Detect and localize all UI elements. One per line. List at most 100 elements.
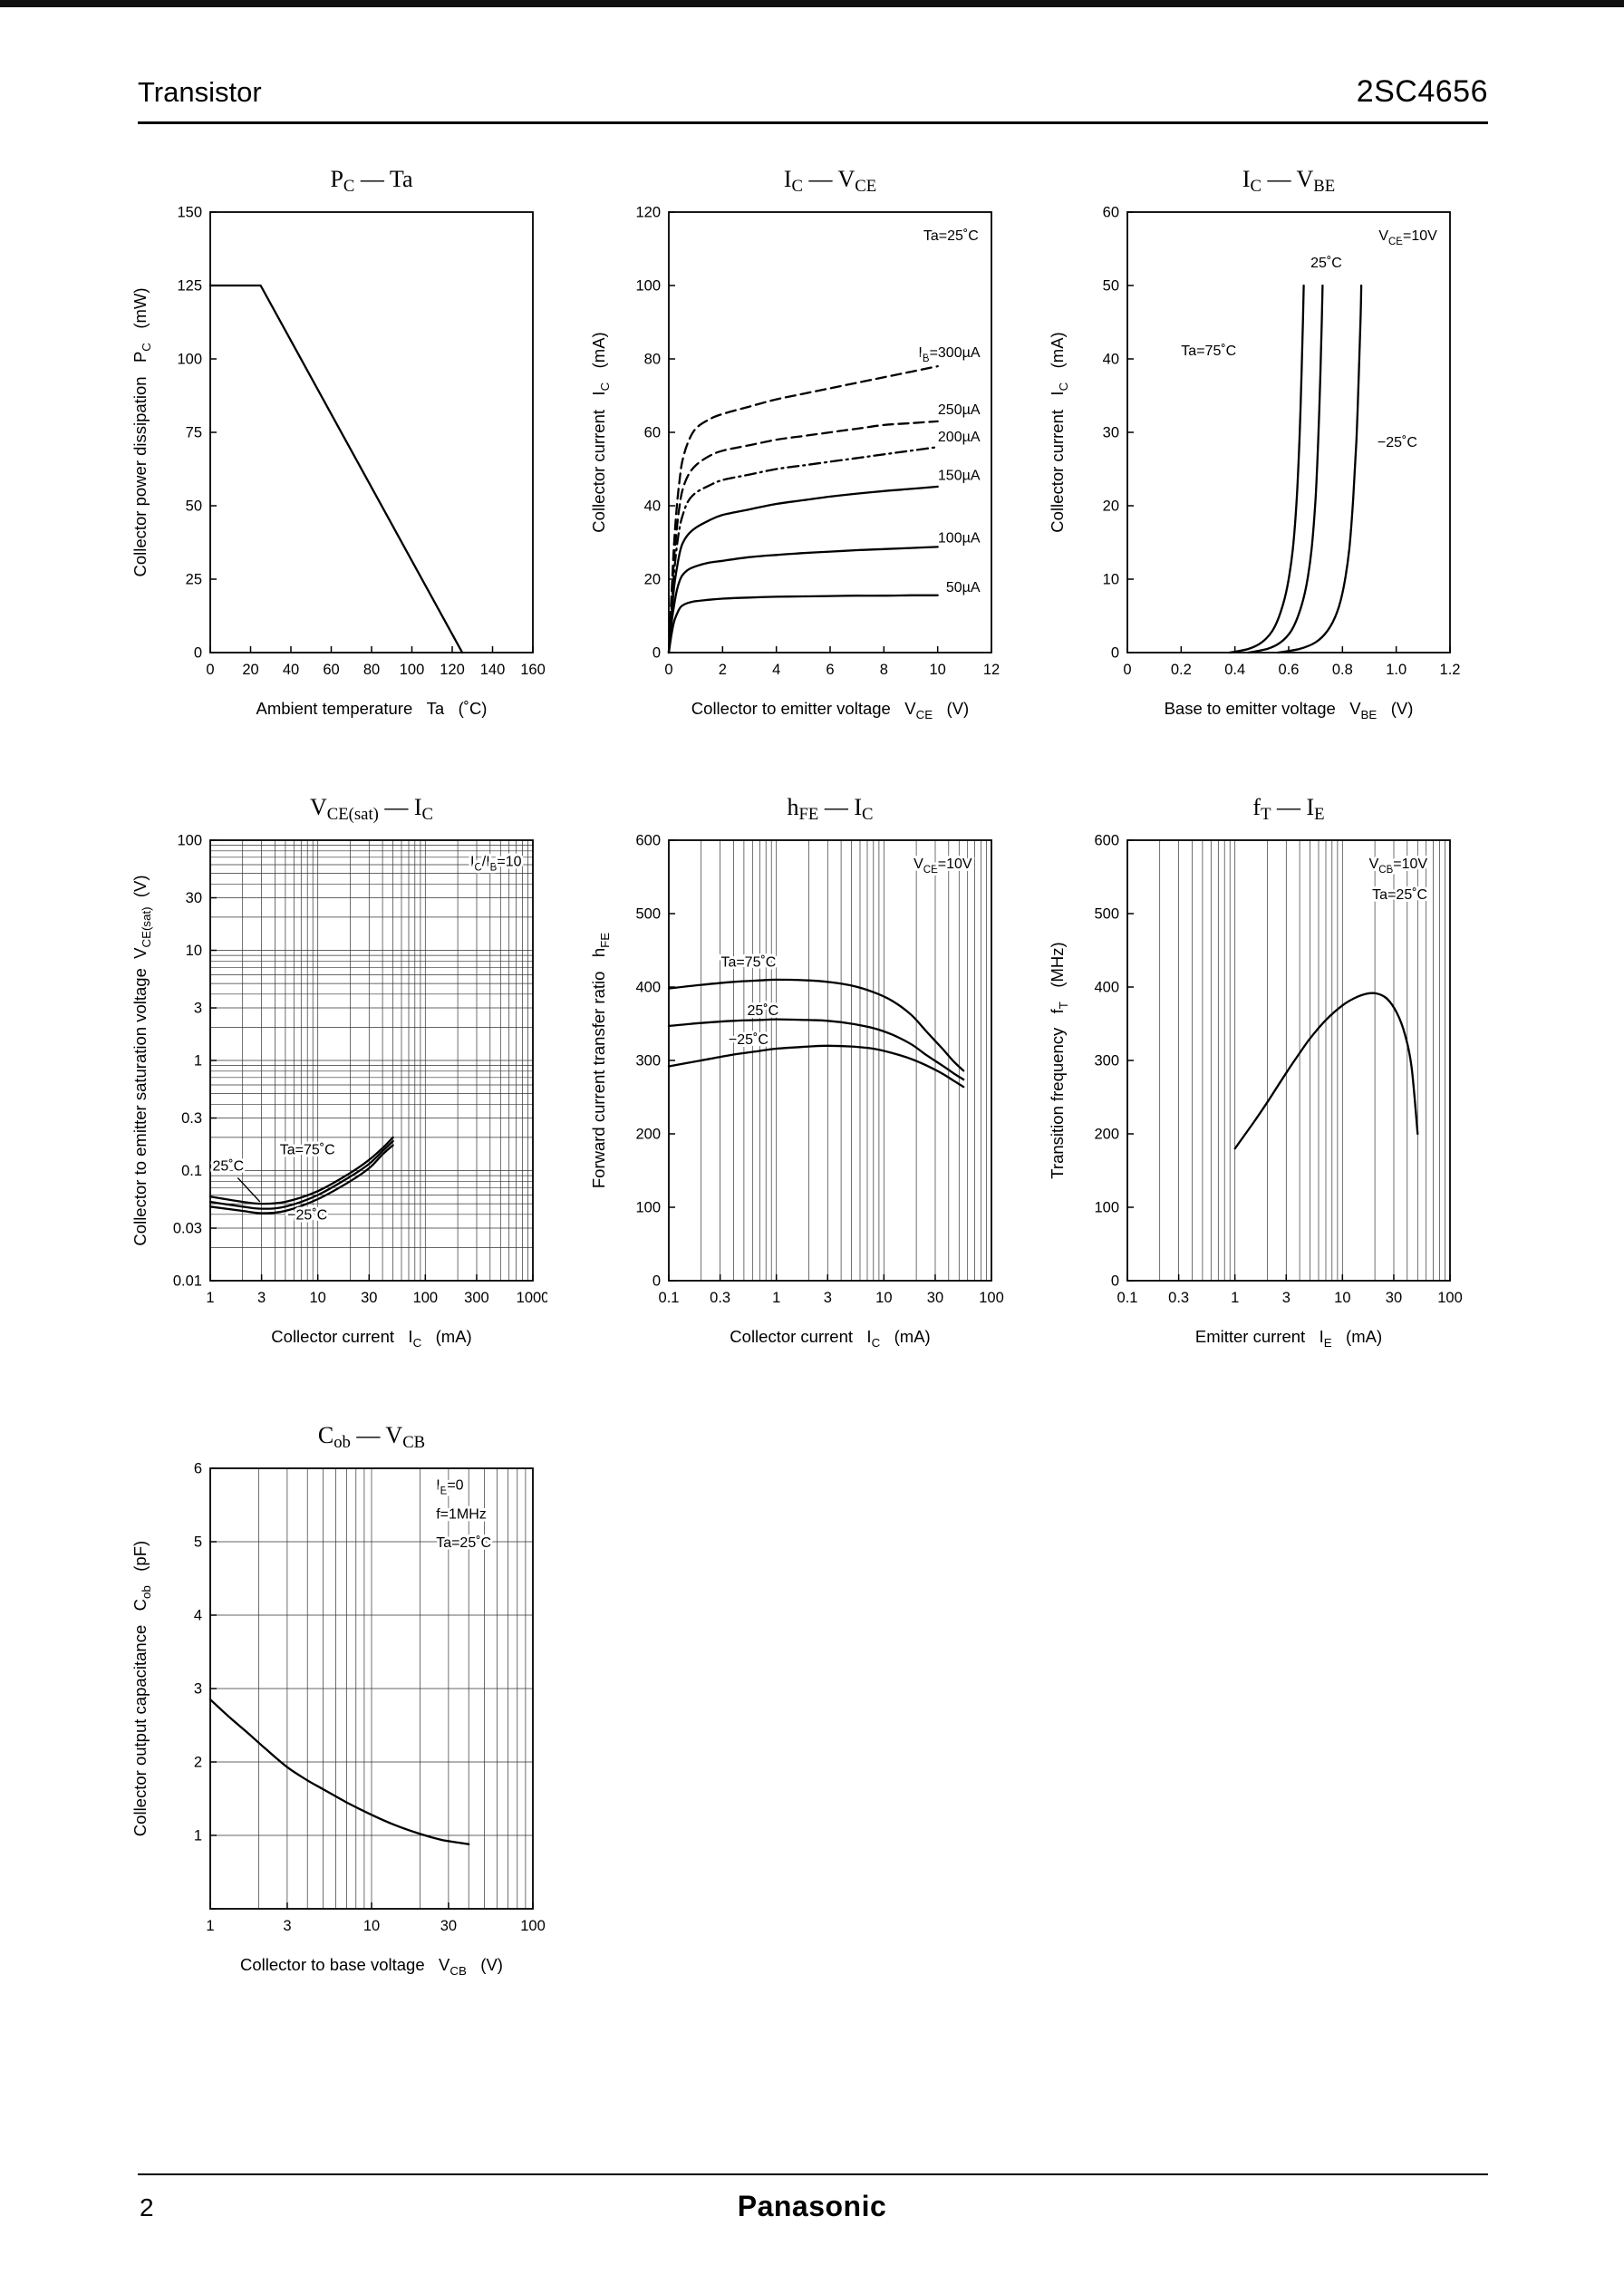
y-axis-title: Collector power dissipation PC (mW): [130, 287, 153, 576]
series-ta-75c: [1228, 284, 1305, 654]
y-tick-label: 4: [194, 1608, 202, 1624]
annotation: 100µA: [938, 531, 981, 547]
plot-border: [668, 839, 992, 1282]
x-tick-label: 1: [1231, 1290, 1239, 1306]
y-tick-label: 150: [177, 205, 202, 221]
x-tick-label: 100: [1437, 1290, 1463, 1306]
y-tick-label: 0.03: [173, 1221, 202, 1237]
chart-title: IC — VBE: [1242, 166, 1335, 196]
annotation: VCB=10V: [1369, 857, 1428, 876]
page-number: 2: [140, 2193, 154, 2221]
y-axis-title: Forward current transfer ratio hFE: [589, 933, 612, 1188]
series-ta-25c: [1247, 284, 1324, 654]
y-tick-label: 125: [177, 278, 202, 295]
x-tick-label: 10: [875, 1290, 892, 1306]
y-tick-label: 200: [635, 1127, 661, 1143]
series-ib-300ua: [667, 364, 939, 654]
x-tick-label: 30: [440, 1918, 457, 1934]
series-ta-75c: [667, 978, 965, 1072]
series-ta-75c: [208, 1136, 394, 1205]
annotation: Ta=25˚C: [436, 1535, 491, 1551]
chart-title: fT — IE: [1252, 794, 1324, 824]
y-tick-label: 100: [635, 1200, 661, 1216]
x-tick-label: 0.2: [1171, 662, 1192, 678]
brand-logo: Panasonic: [737, 2190, 887, 2222]
y-axis-title: Collector current IC (mA): [589, 332, 612, 532]
series-ta-m25c: [208, 1144, 394, 1215]
y-tick-label: 120: [635, 205, 661, 221]
x-tick-label: 20: [242, 662, 258, 678]
x-tick-label: 8: [880, 662, 888, 678]
x-tick-label: 160: [520, 662, 546, 678]
y-tick-label: 60: [644, 425, 661, 441]
x-tick-label: 100: [400, 662, 425, 678]
x-tick-label: 3: [824, 1290, 832, 1306]
doc-type-label: Transistor: [138, 76, 262, 108]
y-tick-label: 60: [1103, 205, 1119, 221]
annotation: 25˚C: [747, 1003, 778, 1019]
y-tick-label: 40: [1103, 352, 1119, 368]
annotation: 25˚C: [213, 1159, 245, 1175]
x-axis-title: Collector to base voltage VCB (V): [240, 1955, 503, 1978]
x-tick-label: 0: [1123, 662, 1131, 678]
annotation: Ta=75˚C: [720, 954, 776, 970]
series-ib-50ua: [667, 594, 939, 654]
header-rule: [138, 121, 1488, 124]
x-tick-label: 100: [520, 1918, 546, 1934]
x-tick-label: 3: [1282, 1290, 1290, 1306]
annotation: 25˚C: [1310, 256, 1342, 271]
series-ib-250ua: [667, 420, 939, 654]
annotation: Ta=25˚C: [1372, 887, 1427, 903]
annotation: 150µA: [938, 469, 981, 484]
x-tick-label: 100: [413, 1290, 439, 1306]
y-tick-label: 80: [644, 352, 661, 368]
annotation: Ta=75˚C: [1181, 344, 1236, 359]
chart-ft-ie: 0.1 0.3 1 3 10 30 100 0 100 200 300 400 500 600 VCB=10…: [1040, 784, 1464, 1369]
annotation: Ta=75˚C: [280, 1143, 335, 1158]
chart-svg-ic-vbe: 0 0.2 0.4 0.6 0.8 1.0 1.2 0 10 20 30 40 50 60 VCE=10V 2…: [1048, 166, 1461, 721]
x-tick-label: 100: [979, 1290, 1004, 1306]
annotation: −25˚C: [287, 1207, 327, 1223]
x-tick-label: 40: [283, 662, 299, 678]
annotation: −25˚C: [1378, 435, 1417, 450]
annotation: VCE=10V: [914, 857, 972, 876]
y-tick-label: 0: [1111, 645, 1119, 662]
chart-title: VCE(sat) — IC: [310, 794, 433, 824]
series-ib-200ua: [667, 446, 939, 654]
x-tick-label: 10: [363, 1918, 380, 1934]
annotation-arrow: [237, 1177, 261, 1203]
chart-svg-ft-ie: 0.1 0.3 1 3 10 30 100 0 100 200 300 400 500 600 VCB=10…: [1048, 794, 1463, 1350]
annotation: IB=300µA: [918, 345, 980, 364]
x-tick-label: 1.2: [1440, 662, 1461, 678]
plot-border: [1126, 839, 1451, 1282]
x-axis-title: Collector current IC (mA): [271, 1327, 471, 1350]
x-tick-label: 60: [323, 662, 339, 678]
annotation: 250µA: [938, 402, 981, 418]
chart-svg-cob-vcb: 1 3 10 30 100 1 2 3 4 5 6 IE=0 f=1MHz Ta=25˚C Cob — VC…: [130, 1422, 546, 1978]
y-tick-label: 200: [1094, 1127, 1119, 1143]
x-tick-label: 0.8: [1332, 662, 1353, 678]
y-tick-label: 600: [635, 833, 661, 849]
y-axis-title: Collector current IC (mA): [1048, 332, 1070, 532]
chart-svg-vcesat-ic: 1 3 10 30 100 300 1000 0.01 0.03 0.1 0.3 1 3 10 30 100 I…: [130, 794, 549, 1350]
y-tick-label: 3: [194, 1681, 202, 1698]
x-tick-label: 3: [283, 1918, 291, 1934]
x-tick-label: 30: [361, 1290, 377, 1306]
plot-border: [209, 1467, 534, 1910]
y-tick-label: 100: [1094, 1200, 1119, 1216]
part-number: 2SC4656: [1356, 74, 1488, 109]
x-tick-label: 1: [206, 1918, 214, 1934]
annotation: IC/IB=10: [470, 855, 522, 874]
charts-grid: 0 20 40 60 80 100 120 140 160 0 25 50 75 100 125 150 PC …: [123, 156, 1499, 1997]
x-axis-title: Collector current IC (mA): [730, 1327, 930, 1350]
x-tick-label: 80: [363, 662, 380, 678]
y-tick-label: 0.01: [173, 1273, 202, 1290]
y-tick-label: 100: [177, 352, 202, 368]
x-tick-label: 0: [664, 662, 672, 678]
x-tick-label: 0.6: [1279, 662, 1300, 678]
y-tick-label: 50: [186, 498, 202, 515]
chart-svg-hfe-ic: 0.1 0.3 1 3 10 30 100 0 100 200 300 400 500 600 VCE=10…: [589, 794, 1004, 1350]
x-tick-label: 1000: [517, 1290, 547, 1306]
